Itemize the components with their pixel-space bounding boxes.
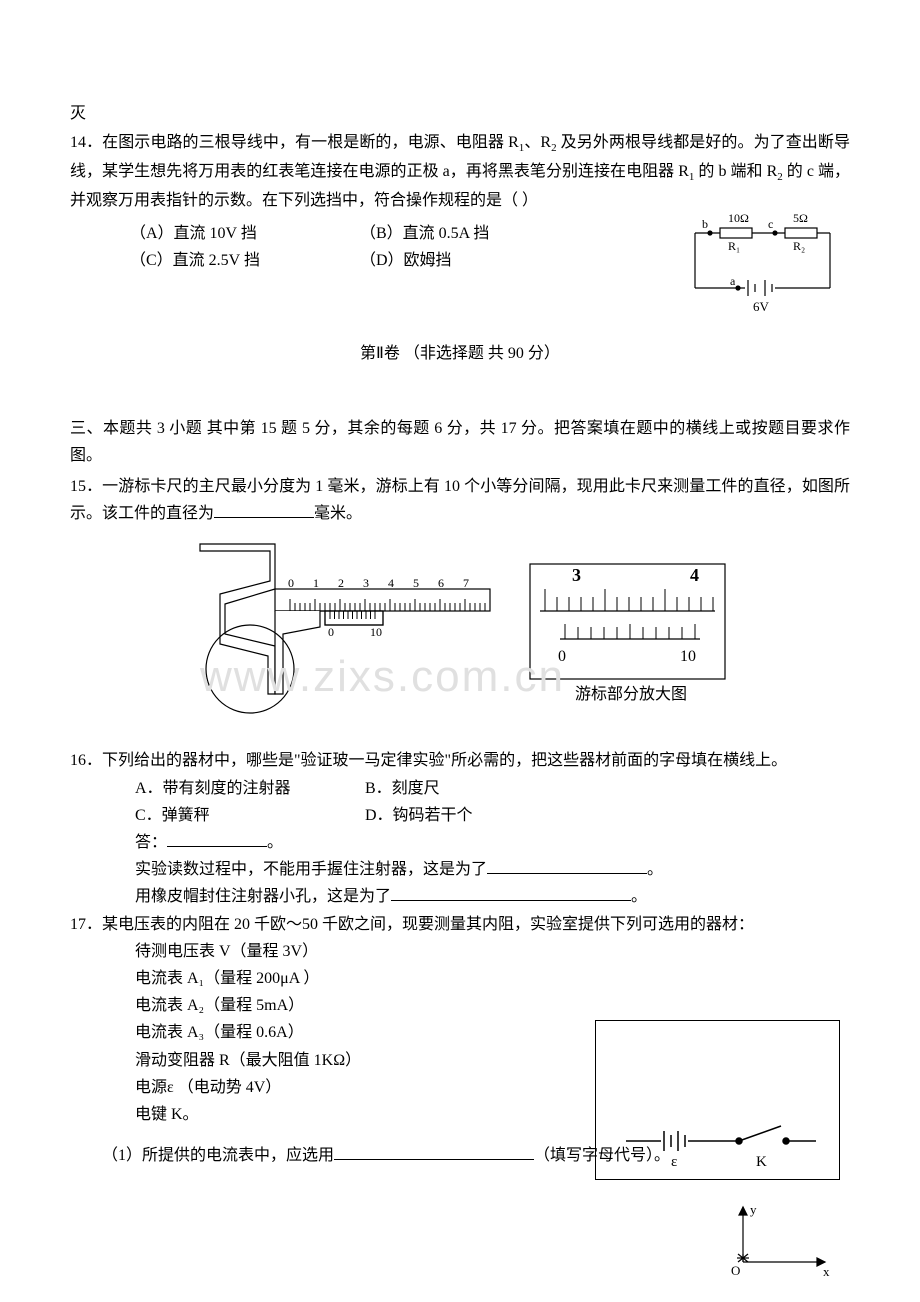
q14-text-a: 在图示电路的三根导线中，有一根是断的，电源、电阻器 R bbox=[102, 134, 519, 151]
main-1: 1 bbox=[313, 576, 319, 590]
q14-optD: （D）欧姆挡 bbox=[360, 247, 452, 274]
node-a: a bbox=[730, 274, 736, 288]
q16-options: A．带有刻度的注射器B．刻度尺 C．弹簧秤D．钩码若干个 答： 。 实验读数过程中… bbox=[70, 775, 850, 911]
k-label: K bbox=[756, 1154, 767, 1170]
q17-item-2: 电流表 A₂（量程 5mA） bbox=[135, 992, 850, 1019]
q14-optA: （A）直流 10V 挡 bbox=[130, 220, 360, 247]
section3-intro: 三、本题共 3 小题 其中第 15 题 5 分，其余的每题 6 分，共 17 分… bbox=[70, 415, 850, 469]
q16-number: 16． bbox=[70, 752, 102, 769]
r2-ohm: 5Ω bbox=[793, 211, 808, 225]
q14-number: 14． bbox=[70, 134, 102, 151]
q17-number: 17． bbox=[70, 916, 102, 933]
q15-blank bbox=[214, 517, 314, 518]
zoom-label: 游标部分放大图 bbox=[575, 685, 687, 703]
q17-text: 某电压表的内阻在 20 千欧～50 千欧之间，现要测量其内阻，实验室提供下列可选… bbox=[102, 916, 754, 933]
zoom-3: 3 bbox=[572, 565, 581, 585]
q17-blank1 bbox=[334, 1159, 534, 1160]
q16-optD: D．钩码若干个 bbox=[365, 802, 473, 829]
q16-line3a: 用橡皮帽封住注射器小孔，这是为了 bbox=[135, 888, 391, 905]
battery-v: 6V bbox=[753, 299, 770, 314]
axis-x: x bbox=[823, 1264, 830, 1279]
r1-name: R₁ bbox=[728, 239, 740, 253]
q14-mid3: 的 b 端和 R bbox=[694, 163, 777, 180]
q17-item-0: 待测电压表 V（量程 3V） bbox=[135, 938, 850, 965]
q15-text: 一游标卡尺的主尺最小分度为 1 毫米，游标上有 10 个小等分间隔，现用此卡尺来… bbox=[70, 478, 850, 522]
q15-figure: 0 1 2 3 4 5 6 7 0 10 3 4 0 10 游标部分放大图 bbox=[70, 539, 850, 729]
q14-circuit: 10Ω 5Ω b c R₁ R₂ a 6V bbox=[680, 208, 845, 318]
q16-blank2 bbox=[487, 873, 647, 874]
q14-mid1: 、R bbox=[524, 134, 551, 151]
q17-circuit: ε K bbox=[595, 1020, 840, 1180]
axes-figure: x y O bbox=[715, 1202, 835, 1282]
q13-fragment: 灭 bbox=[70, 100, 850, 127]
q16-ans: 答： bbox=[135, 834, 167, 851]
q17: 17．某电压表的内阻在 20 千欧～50 千欧之间，现要测量其内阻，实验室提供下… bbox=[70, 911, 850, 938]
zoom-4: 4 bbox=[690, 565, 699, 585]
q14-optC: （C）直流 2.5V 挡 bbox=[130, 247, 360, 274]
vernier-0: 0 bbox=[328, 625, 334, 639]
main-2: 2 bbox=[338, 576, 344, 590]
axis-o: O bbox=[731, 1263, 740, 1278]
q14-optB: （B）直流 0.5A 挡 bbox=[360, 220, 489, 247]
main-5: 5 bbox=[413, 576, 419, 590]
eps-label: ε bbox=[671, 1154, 677, 1170]
q16-line3b: 。 bbox=[631, 888, 647, 905]
main-7: 7 bbox=[463, 576, 469, 590]
r2-name: R₂ bbox=[793, 239, 805, 253]
q15-number: 15． bbox=[70, 478, 102, 495]
q16-line2b: 。 bbox=[647, 861, 663, 878]
zoom-v10: 10 bbox=[680, 648, 696, 665]
vernier-10: 10 bbox=[370, 625, 382, 639]
section2-title: 第Ⅱ卷 （非选择题 共 90 分） bbox=[70, 340, 850, 367]
main-3: 3 bbox=[363, 576, 369, 590]
q16-optB: B．刻度尺 bbox=[365, 775, 440, 802]
q16-line2a: 实验读数过程中，不能用手握住注射器，这是为了 bbox=[135, 861, 487, 878]
q16-optA: A．带有刻度的注射器 bbox=[135, 775, 365, 802]
q14: 14．在图示电路的三根导线中，有一根是断的，电源、电阻器 R1、R2 及另外两根… bbox=[70, 129, 850, 214]
main-4: 4 bbox=[388, 576, 394, 590]
node-c: c bbox=[768, 217, 773, 231]
q15: 15．一游标卡尺的主尺最小分度为 1 毫米，游标上有 10 个小等分间隔，现用此… bbox=[70, 473, 850, 527]
q16-blank3 bbox=[391, 900, 631, 901]
q16-optC: C．弹簧秤 bbox=[135, 802, 365, 829]
q17-sub1a: （1）所提供的电流表中，应选用 bbox=[102, 1147, 334, 1164]
q17-item-1: 电流表 A₁（量程 200μA ） bbox=[135, 965, 850, 992]
q16-period: 。 bbox=[267, 834, 283, 851]
main-6: 6 bbox=[438, 576, 444, 590]
q15-unit: 毫米。 bbox=[314, 505, 362, 522]
q16-blank1 bbox=[167, 846, 267, 847]
r1-ohm: 10Ω bbox=[728, 211, 749, 225]
q16-text: 下列给出的器材中，哪些是"验证玻一马定律实验"所必需的，把这些器材前面的字母填在… bbox=[102, 752, 787, 769]
node-b: b bbox=[702, 217, 708, 231]
q16: 16．下列给出的器材中，哪些是"验证玻一马定律实验"所必需的，把这些器材前面的字… bbox=[70, 747, 850, 774]
main-0: 0 bbox=[288, 576, 294, 590]
axis-y: y bbox=[750, 1202, 757, 1217]
zoom-v0: 0 bbox=[558, 648, 566, 665]
